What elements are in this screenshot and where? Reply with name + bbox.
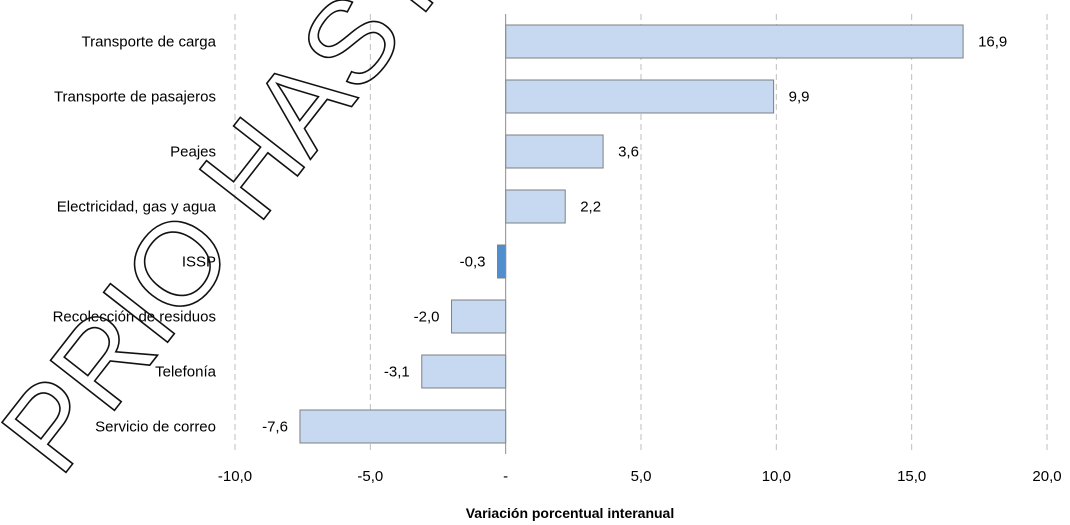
data-label: 3,6 <box>618 144 639 161</box>
category-label: Servicio de correo <box>95 419 216 436</box>
data-label: -3,1 <box>384 364 410 381</box>
bar <box>505 189 566 224</box>
x-tick-label: 10,0 <box>762 468 791 485</box>
x-tick-label: 20,0 <box>1032 468 1061 485</box>
category-label: ISSP <box>182 254 216 271</box>
x-axis-title: Variación porcentual interanual <box>466 505 675 521</box>
x-tick-label: -10,0 <box>218 468 252 485</box>
bar <box>505 134 604 169</box>
data-labels: 16,9 9,9 3,6 2,2 -0,3 -2,0 -3,1 -7,6 <box>262 34 1007 436</box>
bar <box>497 244 507 279</box>
data-label: -2,0 <box>414 309 440 326</box>
bar <box>299 409 507 444</box>
bar <box>451 299 507 334</box>
category-label: Transporte de pasajeros <box>54 89 216 106</box>
grid-lines <box>234 14 1048 454</box>
x-tick-label: -5,0 <box>357 468 383 485</box>
x-tick-label: 15,0 <box>897 468 926 485</box>
x-tick-label: 5,0 <box>631 468 652 485</box>
data-label: -0,3 <box>460 254 486 271</box>
category-label: Telefonía <box>155 364 217 381</box>
data-label: 9,9 <box>789 89 810 106</box>
category-label: Peajes <box>170 144 216 161</box>
category-labels: Transporte de carga Transporte de pasajer… <box>53 34 217 436</box>
bar <box>421 354 507 389</box>
data-label: 16,9 <box>978 34 1007 51</box>
x-tick-labels: -10,0 -5,0-5,0 10,0 15,0 20,0 <box>218 468 1062 485</box>
bar <box>505 24 964 59</box>
category-label: Electricidad, gas y agua <box>57 199 217 216</box>
x-tick-label: - <box>503 468 508 485</box>
data-label: -7,6 <box>262 419 288 436</box>
category-label: Transporte de carga <box>81 34 216 51</box>
data-label: 2,2 <box>580 199 601 216</box>
bar <box>505 79 775 114</box>
category-label: Recolección de residuos <box>53 309 216 326</box>
bars <box>299 24 964 444</box>
